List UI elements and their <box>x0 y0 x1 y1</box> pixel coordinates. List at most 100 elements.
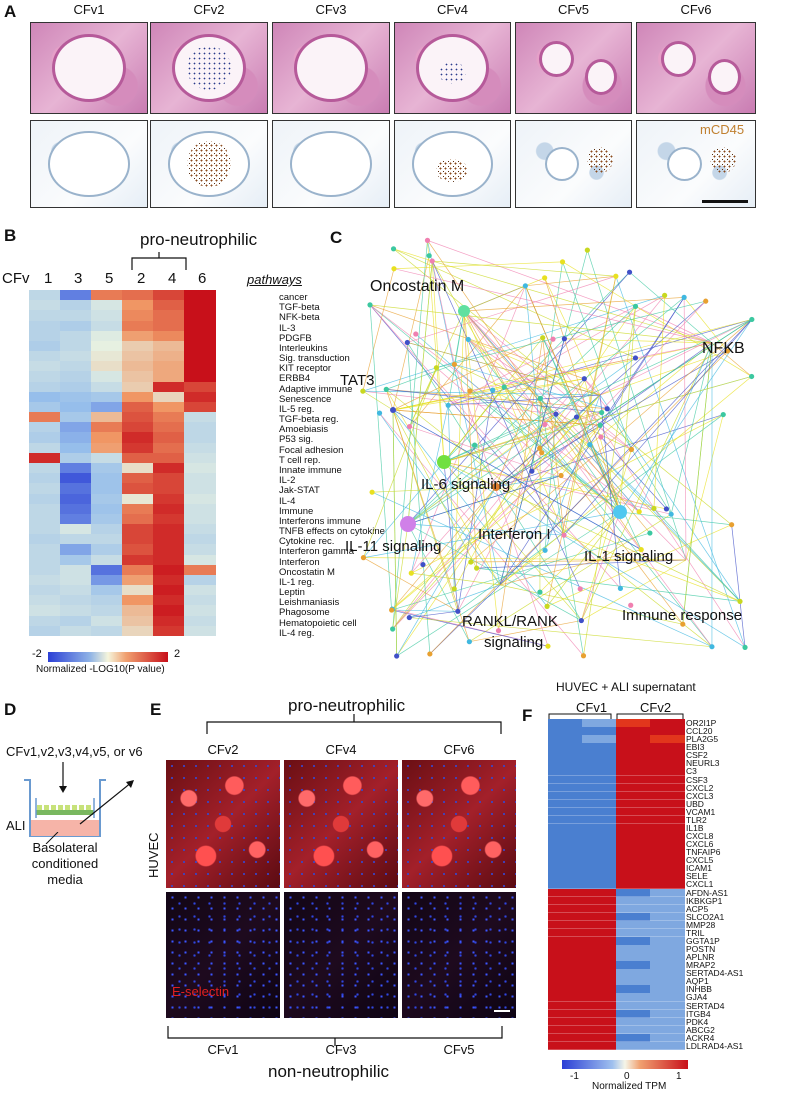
network-edge <box>683 297 687 561</box>
network-edge <box>392 378 585 411</box>
network-edge <box>541 452 621 513</box>
network-edge <box>369 304 621 589</box>
network-node <box>598 434 604 440</box>
heatmap-cell <box>582 775 617 785</box>
heatmap-cell <box>582 751 617 760</box>
network-edge <box>392 389 493 411</box>
heatmap-cell <box>60 554 92 566</box>
network-node <box>394 653 400 659</box>
heatmap-cell <box>616 928 651 938</box>
heatmap-cell <box>29 391 61 403</box>
heatmap-cell <box>616 791 651 801</box>
heatmap-cell <box>184 473 216 484</box>
pathway-label: Senescence <box>279 393 332 405</box>
gene-label: CSF3 <box>686 774 708 785</box>
heatmap-cell <box>153 463 185 474</box>
gene-label: SLCO2A1 <box>686 911 725 922</box>
pathway-label: Immune <box>279 505 314 517</box>
network-node <box>542 547 548 553</box>
heatmap-cell <box>122 422 154 433</box>
heatmap-cell <box>60 422 92 433</box>
network-edge <box>427 240 713 344</box>
heatmap-cell <box>153 564 185 576</box>
network-node <box>651 505 657 512</box>
heatmap-cell <box>184 391 216 403</box>
heatmap-cell <box>650 928 685 938</box>
heatmap-cell <box>582 1025 617 1035</box>
network-edge <box>599 394 621 589</box>
heatmap-cell <box>616 1041 651 1051</box>
heatmap-cell <box>582 856 617 865</box>
network-node <box>681 294 687 300</box>
network-node <box>474 565 480 571</box>
gene-label: GGTA1P <box>686 935 720 946</box>
network-edge <box>407 416 577 525</box>
heatmap-cell <box>548 1017 583 1027</box>
gene-label: CXCL2 <box>686 782 714 793</box>
heatmap-cell <box>122 574 154 586</box>
heatmap-cell <box>184 574 216 586</box>
legend-f-min: -1 <box>570 1071 579 1082</box>
heatmap-cell <box>91 493 123 505</box>
network-node <box>420 561 426 568</box>
heatmap-cell <box>548 832 583 841</box>
network-node <box>360 388 366 394</box>
heatmap-cell <box>122 442 154 454</box>
heatmap-cell <box>60 605 92 617</box>
heatmap-cell <box>650 719 685 728</box>
heatmap-cell <box>153 401 185 413</box>
network-edge <box>411 378 585 574</box>
network-node <box>680 621 686 627</box>
heatmap-cell <box>91 585 123 596</box>
neutrophil-cluster <box>187 46 231 90</box>
vessel-lumen <box>544 146 580 182</box>
heatmap-cell <box>650 985 685 994</box>
heatmap-cell <box>582 928 617 938</box>
network-node <box>668 511 674 517</box>
vessel-lumen <box>539 41 574 77</box>
network-node <box>501 384 507 390</box>
heatmap-cell <box>60 320 92 332</box>
network-edge <box>683 297 728 352</box>
pathway-label: Interferon <box>279 556 320 568</box>
heatmap-cell <box>616 727 651 736</box>
pathway-label: Leptin <box>279 587 305 599</box>
heatmap-cell <box>29 503 61 515</box>
heatmap-cell <box>153 574 185 586</box>
heatmap-cell <box>582 993 617 1003</box>
network-edge <box>599 394 741 602</box>
node-label: Oncostatin M <box>370 278 464 295</box>
network-edge <box>392 409 477 569</box>
network-node <box>724 348 731 354</box>
network-edge <box>499 297 685 586</box>
heatmap-cell <box>122 534 154 545</box>
network-edge <box>503 386 565 536</box>
legend-f-mid: 0 <box>624 1071 630 1082</box>
network-edge <box>391 609 549 647</box>
network-edge <box>635 306 713 344</box>
heatmap-cell <box>548 1033 583 1043</box>
bottom-col-cfv1: CFv1 <box>207 1042 239 1057</box>
heatmap-cell <box>650 920 685 930</box>
heatmap-cell <box>616 1001 651 1011</box>
gene-label: OR2I1P <box>686 718 717 728</box>
col-label-2: 2 <box>137 270 146 287</box>
gene-label: AFDN-AS1 <box>686 887 729 898</box>
heatmap-cell <box>184 432 216 444</box>
network-edge <box>495 339 554 488</box>
network-edge <box>463 310 499 631</box>
gene-label: CCL20 <box>686 726 713 737</box>
network-edge <box>391 609 458 612</box>
heatmap-cell <box>184 524 216 535</box>
network-edge <box>407 357 636 525</box>
network-node <box>604 406 610 412</box>
network-node <box>542 421 548 428</box>
legend-f-max: 1 <box>676 1071 682 1082</box>
heatmap-cell <box>60 391 92 403</box>
heatmap-cell <box>650 751 685 760</box>
network-node <box>628 446 635 453</box>
network-edge <box>443 413 557 463</box>
huvec-image-control-cfv5 <box>402 892 516 1018</box>
heatmap-cell <box>616 864 651 873</box>
heatmap-cell <box>650 904 685 914</box>
